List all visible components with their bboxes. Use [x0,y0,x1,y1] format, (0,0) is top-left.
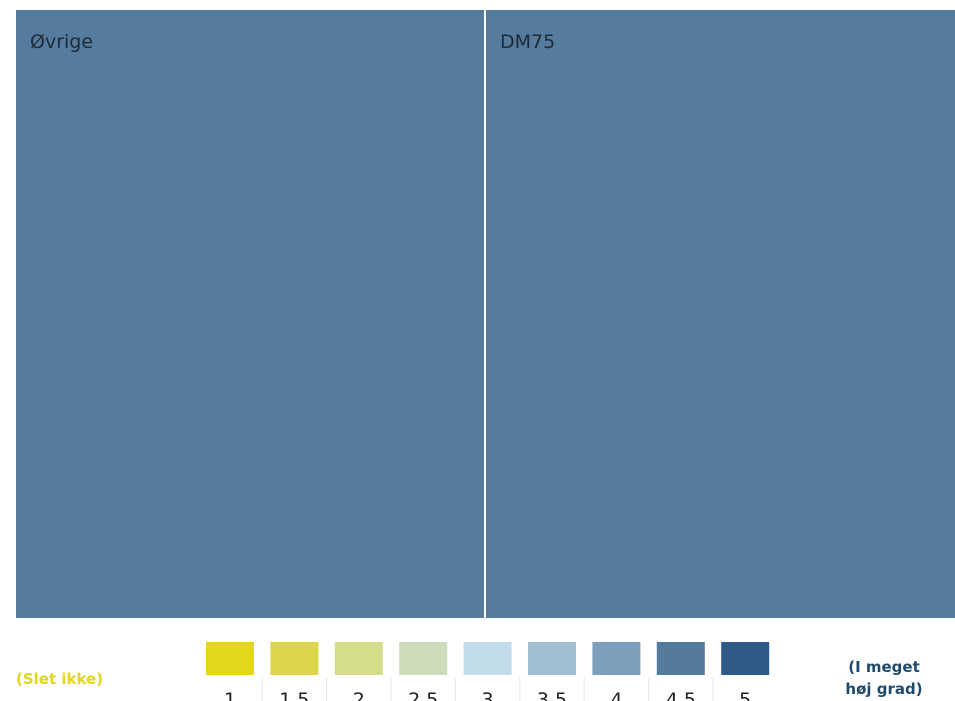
legend-swatch [528,642,576,675]
legend-tick-label: 4 [610,689,622,701]
treemap-tile-dm75[interactable] [486,10,955,618]
legend-tick-label: 5 [739,689,751,701]
legend-swatch [206,642,254,675]
legend-swatch [334,642,383,675]
legend-swatch [592,642,641,675]
treemap-tile-øvrige[interactable] [16,10,484,618]
legend-high-label: (I meget høj grad) [845,658,922,698]
legend-tick-label: 1 [224,689,236,701]
legend-swatch [399,642,448,675]
legend-tick-label: 2 [353,689,365,701]
legend-swatches: 1 1.5 2 2.5 3 3.5 4 4.5 5 [206,642,770,701]
legend-swatch [270,642,319,675]
legend-swatch [463,642,512,675]
legend-tick-label: 2.5 [408,689,438,701]
legend-swatch [721,642,770,675]
legend-tick-label: 4.5 [666,689,696,701]
treemap-tile-label: DM75 [500,31,555,53]
legend-tick-label: 1.5 [279,689,309,701]
legend-low-label: (Slet ikke) [16,670,103,688]
legend-tick-label: 3.5 [537,689,567,701]
legend-tick-label: 3 [482,689,494,701]
color-legend: (Slet ikke) 1 1.5 2 2.5 3 3.5 4 4.5 5 (I meget hø… [16,642,923,701]
legend-swatch [656,642,705,675]
treemap-tiles: Øvrige DM75 [16,10,955,618]
treemap-tile-label: Øvrige [30,31,93,53]
